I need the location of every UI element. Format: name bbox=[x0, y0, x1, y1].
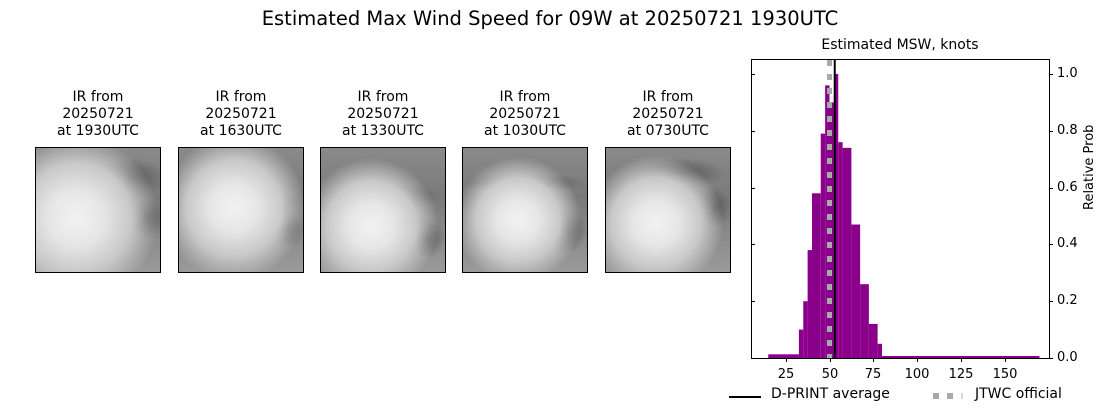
histogram-bar bbox=[851, 224, 861, 358]
x-tick bbox=[961, 358, 962, 362]
ir-panel-title: IR from 20250721 at 1330UTC bbox=[313, 89, 453, 140]
x-tick-label: 125 bbox=[948, 367, 974, 382]
x-tick-label: 100 bbox=[904, 367, 930, 382]
y-tick bbox=[1049, 188, 1053, 189]
ir-panel-title-line1: IR from bbox=[357, 89, 409, 105]
y-tick-label: 0.2 bbox=[1057, 293, 1078, 308]
ir-panel-title: IR from 20250721 at 1930UTC bbox=[28, 89, 168, 140]
histogram-bar bbox=[838, 142, 843, 358]
ir-satellite-image bbox=[35, 147, 161, 273]
ir-panel-title-line1: IR from bbox=[215, 89, 267, 105]
x-tick bbox=[786, 358, 787, 362]
histogram-bar bbox=[820, 133, 826, 358]
histogram-bar bbox=[803, 301, 808, 358]
y-tick bbox=[1049, 131, 1053, 132]
y-tick-left bbox=[751, 188, 755, 189]
ir-panel-title: IR from 20250721 at 1030UTC bbox=[455, 89, 595, 140]
ir-satellite-image bbox=[320, 147, 446, 273]
ir-panel-title-line3: at 1330UTC bbox=[342, 123, 424, 139]
ir-panel-title-line3: at 1630UTC bbox=[200, 123, 282, 139]
y-tick-label: 0.4 bbox=[1057, 236, 1078, 251]
histogram-title: Estimated MSW, knots bbox=[821, 37, 979, 53]
y-tick bbox=[1049, 301, 1053, 302]
y-tick-left bbox=[751, 131, 755, 132]
x-tick-label: 50 bbox=[821, 367, 839, 382]
ir-panel-title: IR from 20250721 at 0730UTC bbox=[598, 89, 738, 140]
ir-panel-title-line1: IR from bbox=[72, 89, 124, 105]
dprint-legend-line-icon bbox=[729, 396, 761, 398]
histogram-axes bbox=[751, 59, 1050, 359]
histogram-bar bbox=[877, 343, 882, 358]
histogram-bar bbox=[812, 193, 821, 358]
y-tick bbox=[1049, 74, 1053, 75]
y-tick-label: 0.6 bbox=[1057, 180, 1078, 195]
ir-panel-title-line2: 20250721 bbox=[347, 106, 419, 122]
jtwc-legend-dotted-icon bbox=[933, 393, 963, 399]
ir-panel-title-line2: 20250721 bbox=[62, 106, 134, 122]
ir-satellite-image bbox=[178, 147, 304, 273]
ir-panel-title-line3: at 0730UTC bbox=[627, 123, 709, 139]
ir-panel-title: IR from 20250721 at 1630UTC bbox=[171, 89, 311, 140]
ir-panel-title-line2: 20250721 bbox=[205, 106, 277, 122]
x-tick-label: 150 bbox=[992, 367, 1018, 382]
ir-satellite-image bbox=[605, 147, 731, 273]
y-tick-left bbox=[751, 358, 755, 359]
ir-panel-title-line1: IR from bbox=[642, 89, 694, 105]
histogram-plot bbox=[768, 60, 1040, 358]
histogram-bar bbox=[807, 250, 812, 358]
ir-panel-title-line1: IR from bbox=[499, 89, 551, 105]
legend-dprint-label: D-PRINT average bbox=[771, 386, 890, 402]
y-axis-label: Relative Prob bbox=[1082, 124, 1097, 210]
y-tick bbox=[1049, 244, 1053, 245]
ir-panel-title-line3: at 1930UTC bbox=[57, 123, 139, 139]
figure-title: Estimated Max Wind Speed for 09W at 2025… bbox=[261, 7, 839, 30]
x-tick bbox=[917, 358, 918, 362]
histogram-bar bbox=[798, 329, 804, 358]
y-tick-label: 0.0 bbox=[1057, 350, 1078, 365]
x-tick-label: 25 bbox=[777, 367, 795, 382]
y-tick bbox=[1049, 358, 1053, 359]
y-tick-label: 1.0 bbox=[1057, 66, 1078, 81]
x-tick bbox=[830, 358, 831, 362]
histogram-bar bbox=[860, 284, 869, 358]
histogram-bar bbox=[882, 356, 1040, 358]
x-tick bbox=[1005, 358, 1006, 362]
histogram-bar bbox=[868, 323, 878, 358]
histogram-bar bbox=[825, 85, 830, 358]
histogram-bar bbox=[833, 74, 839, 358]
ir-panel-title-line3: at 1030UTC bbox=[484, 123, 566, 139]
y-tick-left bbox=[751, 244, 755, 245]
histogram-bar bbox=[768, 354, 799, 358]
x-tick-label: 75 bbox=[864, 367, 882, 382]
ir-satellite-image bbox=[462, 147, 588, 273]
ir-panel-title-line2: 20250721 bbox=[632, 106, 704, 122]
y-tick-left bbox=[751, 301, 755, 302]
y-tick-label: 0.8 bbox=[1057, 123, 1078, 138]
ir-panel-title-line2: 20250721 bbox=[489, 106, 561, 122]
legend-jtwc-label: JTWC official bbox=[975, 386, 1062, 402]
histogram-bar bbox=[842, 147, 852, 358]
x-tick bbox=[873, 358, 874, 362]
y-tick-left bbox=[751, 74, 755, 75]
